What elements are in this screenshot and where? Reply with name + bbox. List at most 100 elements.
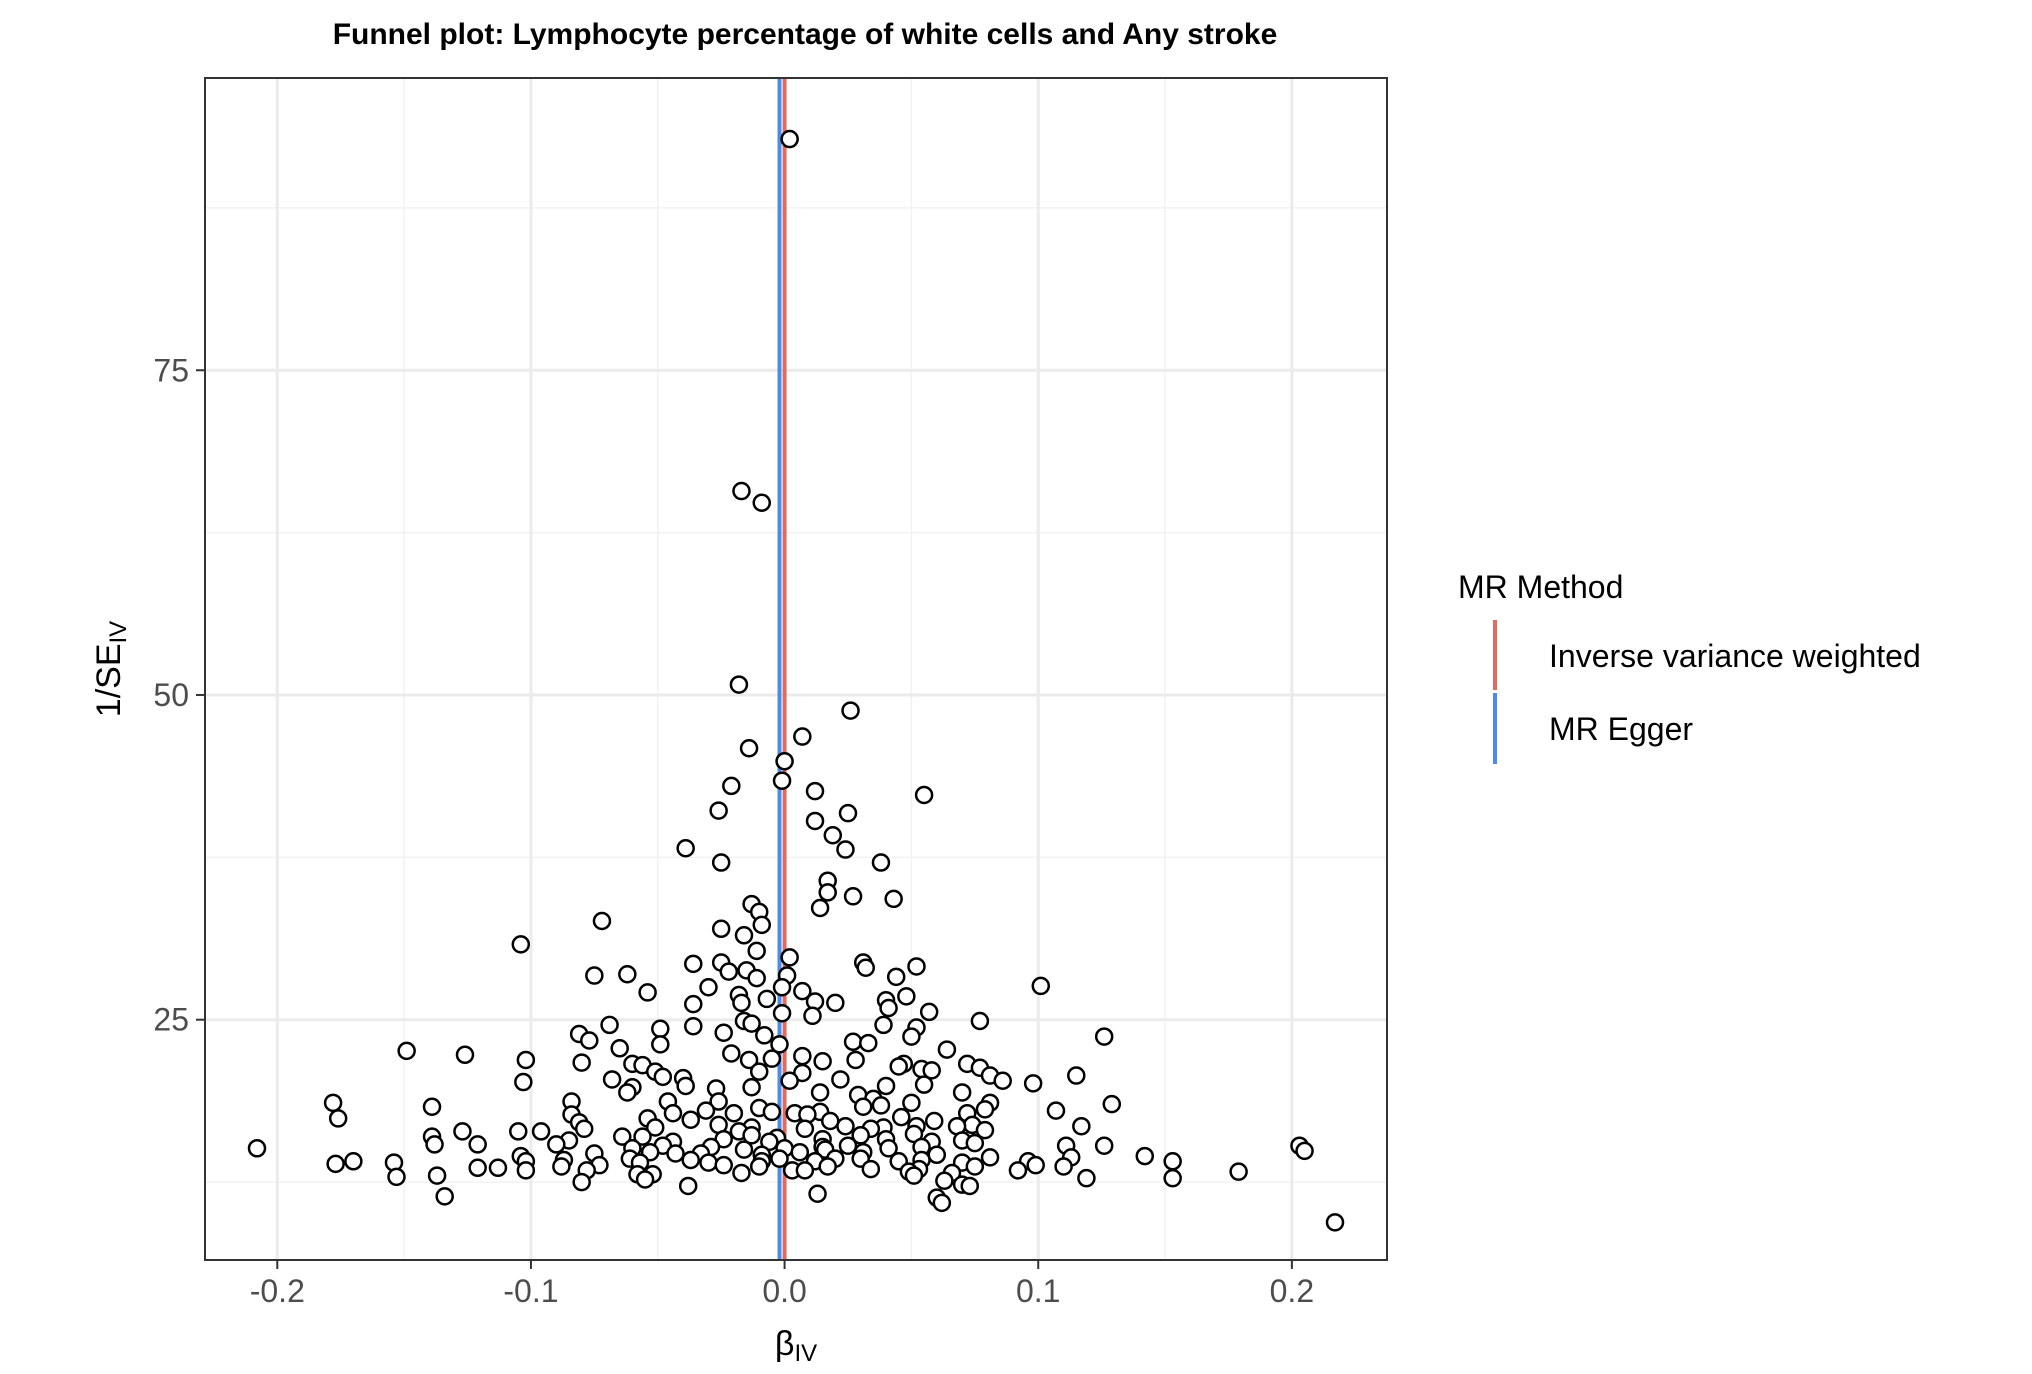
data-point: [739, 738, 759, 758]
data-point: [1072, 1116, 1091, 1136]
data-point: [965, 1157, 985, 1176]
data-point: [747, 968, 766, 988]
x-axis-label-main: β: [775, 1325, 795, 1363]
data-point: [1094, 1136, 1114, 1155]
data-point: [699, 977, 718, 997]
data-point: [552, 1157, 571, 1176]
data-point: [1163, 1152, 1182, 1171]
data-point: [468, 1158, 487, 1178]
data-point: [618, 964, 637, 984]
data-point: [755, 1026, 774, 1045]
data-point: [714, 1155, 733, 1175]
data-point: [613, 1127, 632, 1146]
data-point: [531, 1122, 551, 1141]
data-point: [810, 1083, 830, 1102]
data-point: [795, 1119, 815, 1139]
data-point: [826, 993, 845, 1013]
data-point: [772, 771, 792, 790]
data-point: [488, 1158, 508, 1178]
data-point: [397, 1041, 416, 1061]
data-point: [818, 883, 837, 902]
data-point: [709, 1092, 728, 1111]
data-point: [897, 987, 916, 1006]
x-tick-label: -0.1: [503, 1273, 558, 1309]
data-point: [666, 1144, 685, 1163]
data-point: [823, 826, 843, 845]
data-point: [344, 1152, 363, 1171]
data-point: [775, 751, 794, 771]
data-point: [752, 493, 772, 512]
data-point: [843, 1032, 863, 1052]
data-point: [902, 1027, 921, 1046]
data-point: [803, 1006, 822, 1026]
data-point: [739, 1050, 759, 1070]
data-point: [514, 1072, 533, 1092]
data-point: [709, 801, 728, 820]
legend: MR Method Inverse variance weighted MR E…: [1458, 569, 1921, 764]
x-axis-label: βIV: [775, 1325, 817, 1367]
data-point: [749, 1062, 769, 1081]
data-point: [831, 1070, 850, 1089]
data-point: [914, 1075, 934, 1094]
data-point: [841, 701, 860, 720]
data-point: [699, 1153, 718, 1172]
data-point: [818, 1157, 837, 1176]
data-point: [813, 1052, 832, 1071]
x-tick-label: -0.2: [250, 1273, 305, 1309]
data-point: [793, 1046, 812, 1066]
data-point: [876, 1076, 896, 1096]
data-point: [722, 1044, 741, 1063]
data-point: [861, 1159, 881, 1179]
data-point: [1094, 1027, 1114, 1046]
data-point: [892, 1107, 911, 1127]
data-point: [970, 1011, 990, 1031]
data-point: [742, 1126, 761, 1145]
data-point: [585, 966, 604, 985]
data-point: [975, 1120, 995, 1140]
data-point: [653, 1067, 673, 1087]
y-axis-ticks: 25 50 75: [153, 352, 205, 1038]
data-point: [453, 1122, 472, 1141]
data-point: [752, 915, 772, 935]
data-point: [1046, 1101, 1066, 1120]
data-point: [808, 1184, 827, 1204]
legend-title: MR Method: [1458, 569, 1623, 605]
x-tick-label: 0.2: [1270, 1273, 1314, 1309]
data-point: [793, 727, 812, 746]
data-point: [780, 129, 799, 149]
x-axis-label-sub: IV: [794, 1340, 817, 1367]
data-point: [684, 994, 703, 1014]
data-point: [770, 1149, 789, 1168]
data-point: [722, 776, 741, 796]
data-point: [1163, 1168, 1182, 1188]
chart-title: Funnel plot: Lymphocyte percentage of wh…: [333, 18, 1278, 51]
data-point: [772, 977, 792, 997]
data-point: [547, 1135, 566, 1154]
data-point: [511, 935, 531, 954]
y-tick-label: 75: [153, 352, 189, 388]
data-point: [836, 1116, 855, 1136]
data-point: [742, 1077, 761, 1097]
data-point: [425, 1135, 444, 1154]
data-point: [1008, 1161, 1028, 1180]
data-point: [516, 1050, 536, 1070]
data-point: [247, 1139, 267, 1158]
x-axis-ticks: -0.2 -0.1 0.0 0.1 0.2: [250, 1260, 1314, 1309]
data-point: [856, 958, 876, 977]
x-tick-label: 0.0: [762, 1273, 806, 1309]
data-point: [610, 1039, 629, 1058]
data-point: [932, 1193, 952, 1213]
data-point: [714, 1023, 733, 1042]
data-point: [879, 998, 898, 1018]
data-point: [871, 853, 891, 872]
data-point: [1023, 1074, 1043, 1093]
data-point: [747, 941, 766, 961]
data-point: [993, 1071, 1012, 1091]
data-points: [247, 129, 1345, 1232]
data-point: [696, 1101, 716, 1120]
plot-border: [204, 77, 1388, 1261]
data-point: [846, 1050, 865, 1070]
data-point: [843, 887, 863, 906]
data-point: [732, 481, 751, 501]
